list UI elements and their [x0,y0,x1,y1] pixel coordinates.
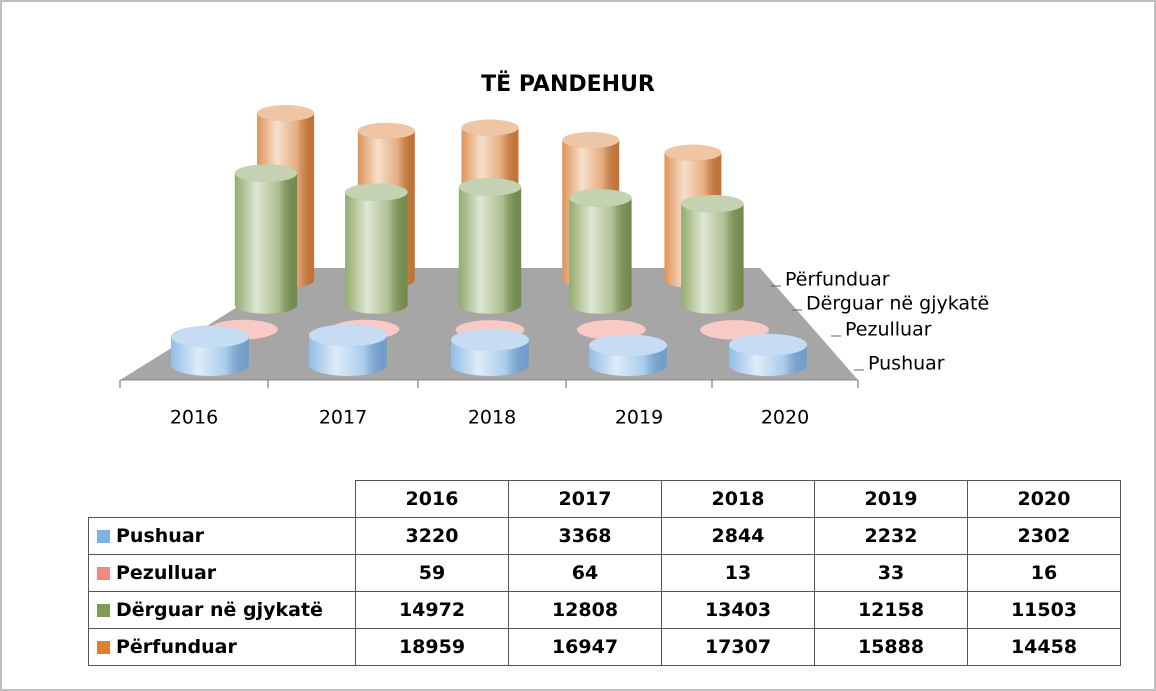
cylinder-top-shine [729,333,807,356]
legend-swatch [97,567,110,580]
cylinder-top-shine [664,144,722,161]
table-cell: 2302 [967,517,1121,555]
cylinder-top-shine [171,325,249,348]
cylinder-shine [458,187,522,314]
cylinder-top-shine [700,320,769,340]
series-label: Dërguar në gjykatë [806,293,989,315]
cylinder-top-shine [451,328,529,351]
cylinder-top-shine [681,194,744,213]
table-cell: 33 [814,554,968,592]
x-tick-label: 2018 [468,407,516,429]
table-cell: 18959 [355,628,509,666]
table-header-cell: 2020 [967,480,1121,518]
x-tick-label: 2016 [170,407,218,429]
table-cell: 17307 [661,628,815,666]
table-row: Pushuar 3220 3368 2844 2232 2302 [88,517,1121,555]
table-header-cell: 2019 [814,480,968,518]
table-cell: 16947 [508,628,662,666]
table-cell: 59 [355,554,509,592]
table-row-label: Dërguar në gjykatë [88,591,356,629]
table-cell: 16 [967,554,1121,592]
cylinder-shine [681,203,744,314]
table-header-cell: 2016 [355,480,509,518]
cylinder-top-shine [461,119,519,136]
cylinder [171,325,249,376]
table-header-cell: 2017 [508,480,662,518]
cylinder-top-shine [562,132,620,149]
legend-label: Pushuar [116,525,205,547]
cylinder [458,178,522,314]
chart-title: TË PANDEHUR [481,71,655,97]
cylinder-top-shine [569,189,632,207]
table-cell: 13 [661,554,815,592]
cylinder-top-shine [257,105,315,122]
table-cell: 11503 [967,591,1121,629]
legend-swatch [97,530,110,543]
table-row-label: Pezulluar [88,554,356,592]
cylinder-shine [309,335,387,376]
cylinder-shine [569,198,632,314]
table-cell: 14458 [967,628,1121,666]
cylinder [234,164,298,314]
cylinder [569,189,632,314]
table-row-label: Përfunduar [88,628,356,666]
cylinder [589,334,667,376]
legend-label: Pezulluar [116,562,217,584]
table-cell: 64 [508,554,662,592]
cylinder-top-shine [357,122,415,139]
table-cell: 13403 [661,591,815,629]
table-cell: 12808 [508,591,662,629]
legend-swatch [97,641,110,654]
table-corner [88,480,356,518]
cylinder-top-shine [345,183,408,202]
table-row: Përfunduar 18959 16947 17307 15888 14458 [88,628,1121,666]
cylinder [681,194,744,314]
series-label: Pezulluar [845,319,932,341]
cylinder [729,333,807,376]
cylinder-top-shine [589,334,667,357]
x-tick-label: 2017 [319,407,367,429]
table-cell: 12158 [814,591,968,629]
cylinder [451,328,529,376]
legend-label: Dërguar në gjykatë [116,599,323,621]
legend-label: Përfunduar [116,636,237,658]
table-cell: 14972 [355,591,509,629]
table-header-cell: 2018 [661,480,815,518]
table-header-row: 2016 2017 2018 2019 2020 [88,480,1121,518]
table-cell: 15888 [814,628,968,666]
series-label: Pushuar [868,353,945,375]
table-row: Pezulluar 59 64 13 33 16 [88,554,1121,592]
cylinder-shine [171,336,249,376]
cylinder-top-shine [234,164,298,183]
table-cell: 2232 [814,517,968,555]
x-tick-label: 2020 [761,407,809,429]
cylinder [309,324,387,376]
cylinder-shine [234,173,298,314]
table-row-label: Pushuar [88,517,356,555]
cylinder [345,183,408,314]
table-cell: 3368 [508,517,662,555]
table-row: Dërguar në gjykatë 14972 12808 13403 12158 11… [88,591,1121,629]
table-cell: 2844 [661,517,815,555]
table-cell: 3220 [355,517,509,555]
legend-swatch [97,604,110,617]
cylinder-top-shine [309,324,387,347]
x-tick-label: 2019 [615,407,663,429]
cylinder-shine [345,192,408,314]
data-table: 2016 2017 2018 2019 2020 Pushuar 3220 3368 2844 2… [88,480,1121,666]
cylinder-top-shine [458,178,522,196]
series-label: Përfunduar [785,269,890,291]
